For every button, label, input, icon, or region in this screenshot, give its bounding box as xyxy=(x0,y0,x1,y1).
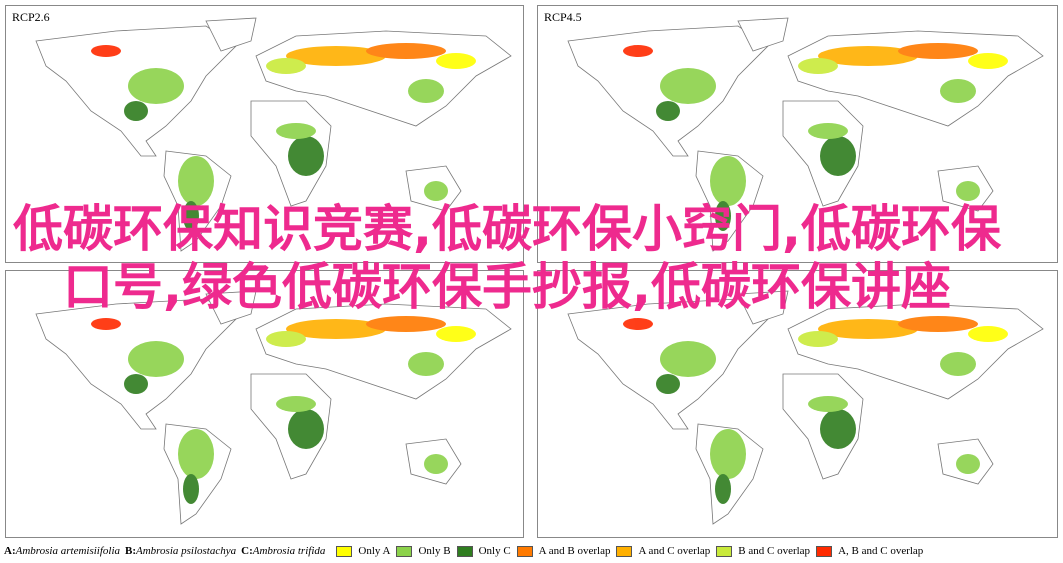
legend-label: Only C xyxy=(478,545,511,557)
legend-label: A, B and C overlap xyxy=(838,545,924,557)
legend-swatch xyxy=(396,545,413,557)
legend-swatch xyxy=(816,545,833,557)
species-name: Ambrosia psilostachya xyxy=(136,545,237,557)
species-entry: C:Ambrosia trifida xyxy=(241,545,325,557)
legend-label: B and C overlap xyxy=(738,545,811,557)
map-panel: RCP4.5 xyxy=(537,5,1058,263)
species-letter: A: xyxy=(4,545,16,557)
species-name: Ambrosia artemisiifolia xyxy=(15,545,121,557)
map-panel xyxy=(5,270,524,538)
legend-swatch xyxy=(516,545,533,557)
species-name: Ambrosia trifida xyxy=(252,545,326,557)
species-entry: A:Ambrosia artemisiifolia xyxy=(4,545,120,557)
legend-label: A and C overlap xyxy=(638,545,711,557)
map-panel: RCP2.6 xyxy=(5,5,524,263)
legend-swatch xyxy=(616,545,633,557)
overlay-text: 低碳环保知识竞赛,低碳环保小窍门,低碳环保口号,绿色低碳环保手抄报,低碳环保讲座 xyxy=(13,200,1001,316)
species-entry: B:Ambrosia psilostachya xyxy=(125,545,236,557)
legend-label: Only B xyxy=(418,545,451,557)
species-letter: C: xyxy=(241,545,253,557)
legend-label: Only A xyxy=(358,545,391,557)
map-panel xyxy=(537,270,1058,538)
legend-swatch xyxy=(716,545,733,557)
panel-label: RCP2.6 xyxy=(12,10,50,24)
legend-label: A and B overlap xyxy=(538,545,611,557)
species-letter: B: xyxy=(125,545,137,557)
legend-swatch xyxy=(336,545,353,557)
legend: A:Ambrosia artemisiifolia B:Ambrosia psil… xyxy=(4,542,1060,560)
legend-swatch xyxy=(456,545,473,557)
panel-label: RCP4.5 xyxy=(544,10,582,24)
